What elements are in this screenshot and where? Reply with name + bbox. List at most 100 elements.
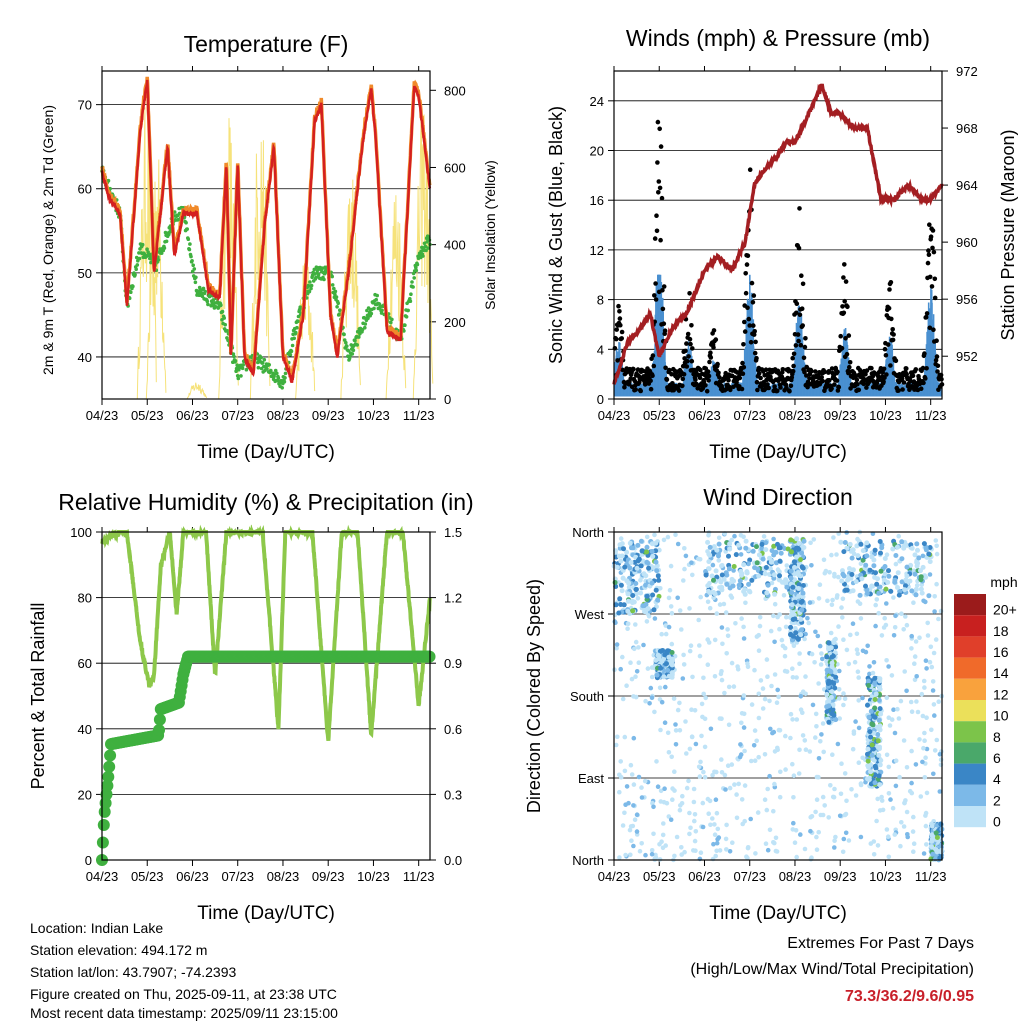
direction-point xyxy=(663,631,669,637)
direction-point xyxy=(661,674,667,680)
direction-point xyxy=(856,675,861,680)
direction-point xyxy=(879,633,885,638)
direction-point xyxy=(756,715,762,721)
direction-point xyxy=(736,781,741,787)
direction-point xyxy=(934,581,939,587)
direction-point xyxy=(871,563,877,569)
direction-point xyxy=(719,669,724,674)
direction-point xyxy=(706,566,712,572)
dewpoint-point xyxy=(404,315,409,319)
direction-point xyxy=(931,771,936,777)
direction-point xyxy=(794,675,799,680)
direction-point xyxy=(729,537,734,543)
direction-point xyxy=(797,651,802,656)
direction-point xyxy=(930,679,936,684)
gust-point xyxy=(900,387,905,392)
direction-point xyxy=(681,578,686,583)
direction-point xyxy=(698,594,703,600)
direction-point xyxy=(679,627,684,632)
direction-point xyxy=(840,596,846,602)
direction-point xyxy=(776,577,782,582)
direction-point xyxy=(799,607,805,613)
direction-point xyxy=(857,601,863,606)
direction-point xyxy=(638,578,643,583)
dewpoint-point xyxy=(223,322,227,327)
direction-point xyxy=(656,656,662,662)
gust-point xyxy=(657,126,662,132)
gust-point xyxy=(885,342,891,347)
direction-point xyxy=(737,754,743,760)
direction-point xyxy=(700,800,706,806)
dewpoint-point xyxy=(342,332,346,337)
direction-point xyxy=(632,646,637,652)
direction-point xyxy=(666,750,672,755)
direction-point xyxy=(752,728,758,733)
gust-point xyxy=(827,378,832,383)
direction-point xyxy=(828,694,834,700)
gust-point xyxy=(813,369,818,374)
precip-point xyxy=(153,724,165,737)
direction-point xyxy=(759,546,765,552)
direction-point xyxy=(856,698,861,703)
direction-point xyxy=(777,573,782,579)
gust-point xyxy=(658,144,664,149)
direction-point xyxy=(865,643,870,649)
dewpoint-point xyxy=(309,283,314,288)
dewpoint-point xyxy=(282,380,287,384)
direction-point xyxy=(686,778,691,784)
gust-point xyxy=(790,368,796,374)
direction-point xyxy=(856,725,862,731)
gust-point xyxy=(840,304,845,309)
dewpoint-point xyxy=(334,295,339,299)
direction-point xyxy=(802,636,807,642)
direction-point xyxy=(801,538,807,544)
direction-point xyxy=(850,621,856,626)
direction-point xyxy=(649,549,655,554)
direction-point xyxy=(748,816,753,822)
precip-point xyxy=(104,749,117,762)
direction-point xyxy=(783,767,788,772)
gust-point xyxy=(881,379,886,385)
direction-point xyxy=(752,758,758,763)
direction-point xyxy=(836,687,842,692)
direction-point xyxy=(909,748,914,754)
gust-point xyxy=(704,388,710,394)
direction-point xyxy=(752,667,757,673)
direction-point xyxy=(929,664,935,670)
direction-point xyxy=(811,537,817,542)
dewpoint-point xyxy=(357,335,361,339)
x-tick-label: 07/23 xyxy=(221,408,254,423)
direction-point xyxy=(817,643,823,649)
direction-point xyxy=(662,786,667,791)
direction-point xyxy=(842,771,848,776)
gust-point xyxy=(854,377,860,383)
direction-point xyxy=(754,544,759,550)
direction-point xyxy=(833,834,838,840)
direction-point xyxy=(622,810,627,816)
direction-point xyxy=(839,605,844,610)
direction-point xyxy=(791,795,796,800)
direction-point xyxy=(798,599,804,605)
gust-point xyxy=(843,279,849,284)
x-tick-label: 05/23 xyxy=(131,408,164,423)
direction-point xyxy=(696,764,702,770)
direction-point xyxy=(633,674,638,679)
direction-point xyxy=(830,711,836,717)
rh-line xyxy=(100,524,432,741)
direction-point xyxy=(934,543,939,549)
gust-point xyxy=(688,341,693,347)
direction-point xyxy=(679,852,684,857)
gust-point xyxy=(861,381,866,387)
dewpoint-point xyxy=(265,367,269,371)
dewpoint-point xyxy=(236,376,241,381)
direction-point xyxy=(690,674,695,680)
direction-point xyxy=(687,831,692,837)
direction-point xyxy=(936,699,941,704)
direction-point xyxy=(762,752,768,757)
x-tick-label: 08/23 xyxy=(267,869,300,884)
direction-point xyxy=(879,798,885,803)
direction-point xyxy=(669,662,675,668)
gust-point xyxy=(869,365,874,371)
direction-point xyxy=(765,674,770,679)
direction-point xyxy=(800,710,805,715)
